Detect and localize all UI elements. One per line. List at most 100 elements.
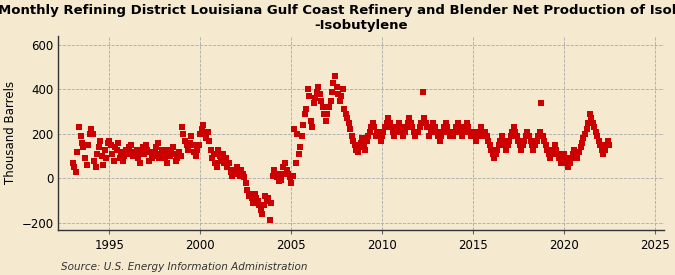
Point	[243, 194, 254, 198]
Point	[236, 167, 246, 172]
Point	[302, 87, 313, 92]
Point	[204, 138, 215, 143]
Point	[78, 145, 89, 150]
Point	[222, 165, 233, 169]
Point	[401, 125, 412, 130]
Point	[76, 141, 87, 145]
Point	[277, 172, 288, 176]
Point	[271, 172, 281, 176]
Point	[259, 203, 269, 207]
Point	[548, 147, 559, 152]
Point	[192, 147, 202, 152]
Point	[437, 130, 448, 134]
Point	[68, 161, 78, 165]
Point	[378, 130, 389, 134]
Point	[211, 165, 222, 169]
Point	[475, 125, 486, 130]
Point	[575, 145, 586, 150]
Point	[319, 112, 329, 116]
Point	[537, 134, 548, 138]
Point	[90, 165, 101, 169]
Point	[418, 89, 429, 94]
Point	[377, 134, 387, 138]
Point	[121, 147, 132, 152]
Point	[80, 156, 90, 161]
Point	[107, 152, 117, 156]
Point	[146, 156, 157, 161]
Point	[533, 134, 543, 138]
Point	[275, 177, 286, 182]
Point	[116, 150, 127, 154]
Point	[328, 81, 339, 85]
Point	[340, 112, 351, 116]
Point	[195, 132, 206, 136]
Point	[184, 141, 195, 145]
Point	[360, 147, 371, 152]
Point	[154, 156, 165, 161]
Point	[381, 121, 392, 125]
Point	[563, 165, 574, 169]
Point	[460, 125, 470, 130]
Point	[387, 130, 398, 134]
Point	[439, 125, 450, 130]
Point	[125, 143, 136, 147]
Point	[454, 125, 464, 130]
Point	[199, 130, 210, 134]
Point	[165, 154, 176, 158]
Point	[265, 217, 275, 222]
Point	[587, 121, 598, 125]
Point	[554, 156, 565, 161]
Point	[477, 130, 487, 134]
Point	[207, 156, 218, 161]
Point	[175, 154, 186, 158]
Point	[321, 119, 331, 123]
Point	[472, 134, 483, 138]
Point	[240, 181, 251, 185]
Point	[166, 150, 177, 154]
Point	[323, 105, 334, 109]
Point	[394, 121, 404, 125]
Point	[169, 152, 180, 156]
Point	[117, 158, 128, 163]
Point	[363, 134, 374, 138]
Point	[541, 147, 552, 152]
Point	[260, 194, 271, 198]
Point	[516, 147, 527, 152]
Point	[445, 134, 456, 138]
Point	[481, 134, 492, 138]
Point	[430, 125, 441, 130]
Point	[245, 192, 256, 196]
Point	[190, 154, 201, 158]
Point	[139, 152, 150, 156]
Point	[149, 150, 160, 154]
Point	[546, 152, 557, 156]
Point	[396, 130, 407, 134]
Point	[435, 134, 446, 138]
Point	[269, 167, 279, 172]
Point	[151, 145, 161, 150]
Point	[560, 156, 570, 161]
Point	[428, 121, 439, 125]
Point	[457, 134, 468, 138]
Point	[308, 101, 319, 105]
Point	[358, 143, 369, 147]
Point	[322, 112, 333, 116]
Point	[273, 178, 284, 183]
Point	[163, 147, 173, 152]
Point	[458, 130, 469, 134]
Point	[286, 181, 296, 185]
Point	[114, 156, 125, 161]
Point	[87, 132, 98, 136]
Point	[400, 130, 410, 134]
Point	[290, 161, 301, 165]
Point	[86, 127, 97, 132]
Point	[228, 167, 239, 172]
Point	[466, 134, 477, 138]
Point	[327, 89, 338, 94]
Point	[534, 130, 545, 134]
Point	[331, 85, 342, 89]
Point	[504, 138, 514, 143]
Point	[101, 156, 111, 161]
Point	[304, 94, 315, 98]
Point	[395, 125, 406, 130]
